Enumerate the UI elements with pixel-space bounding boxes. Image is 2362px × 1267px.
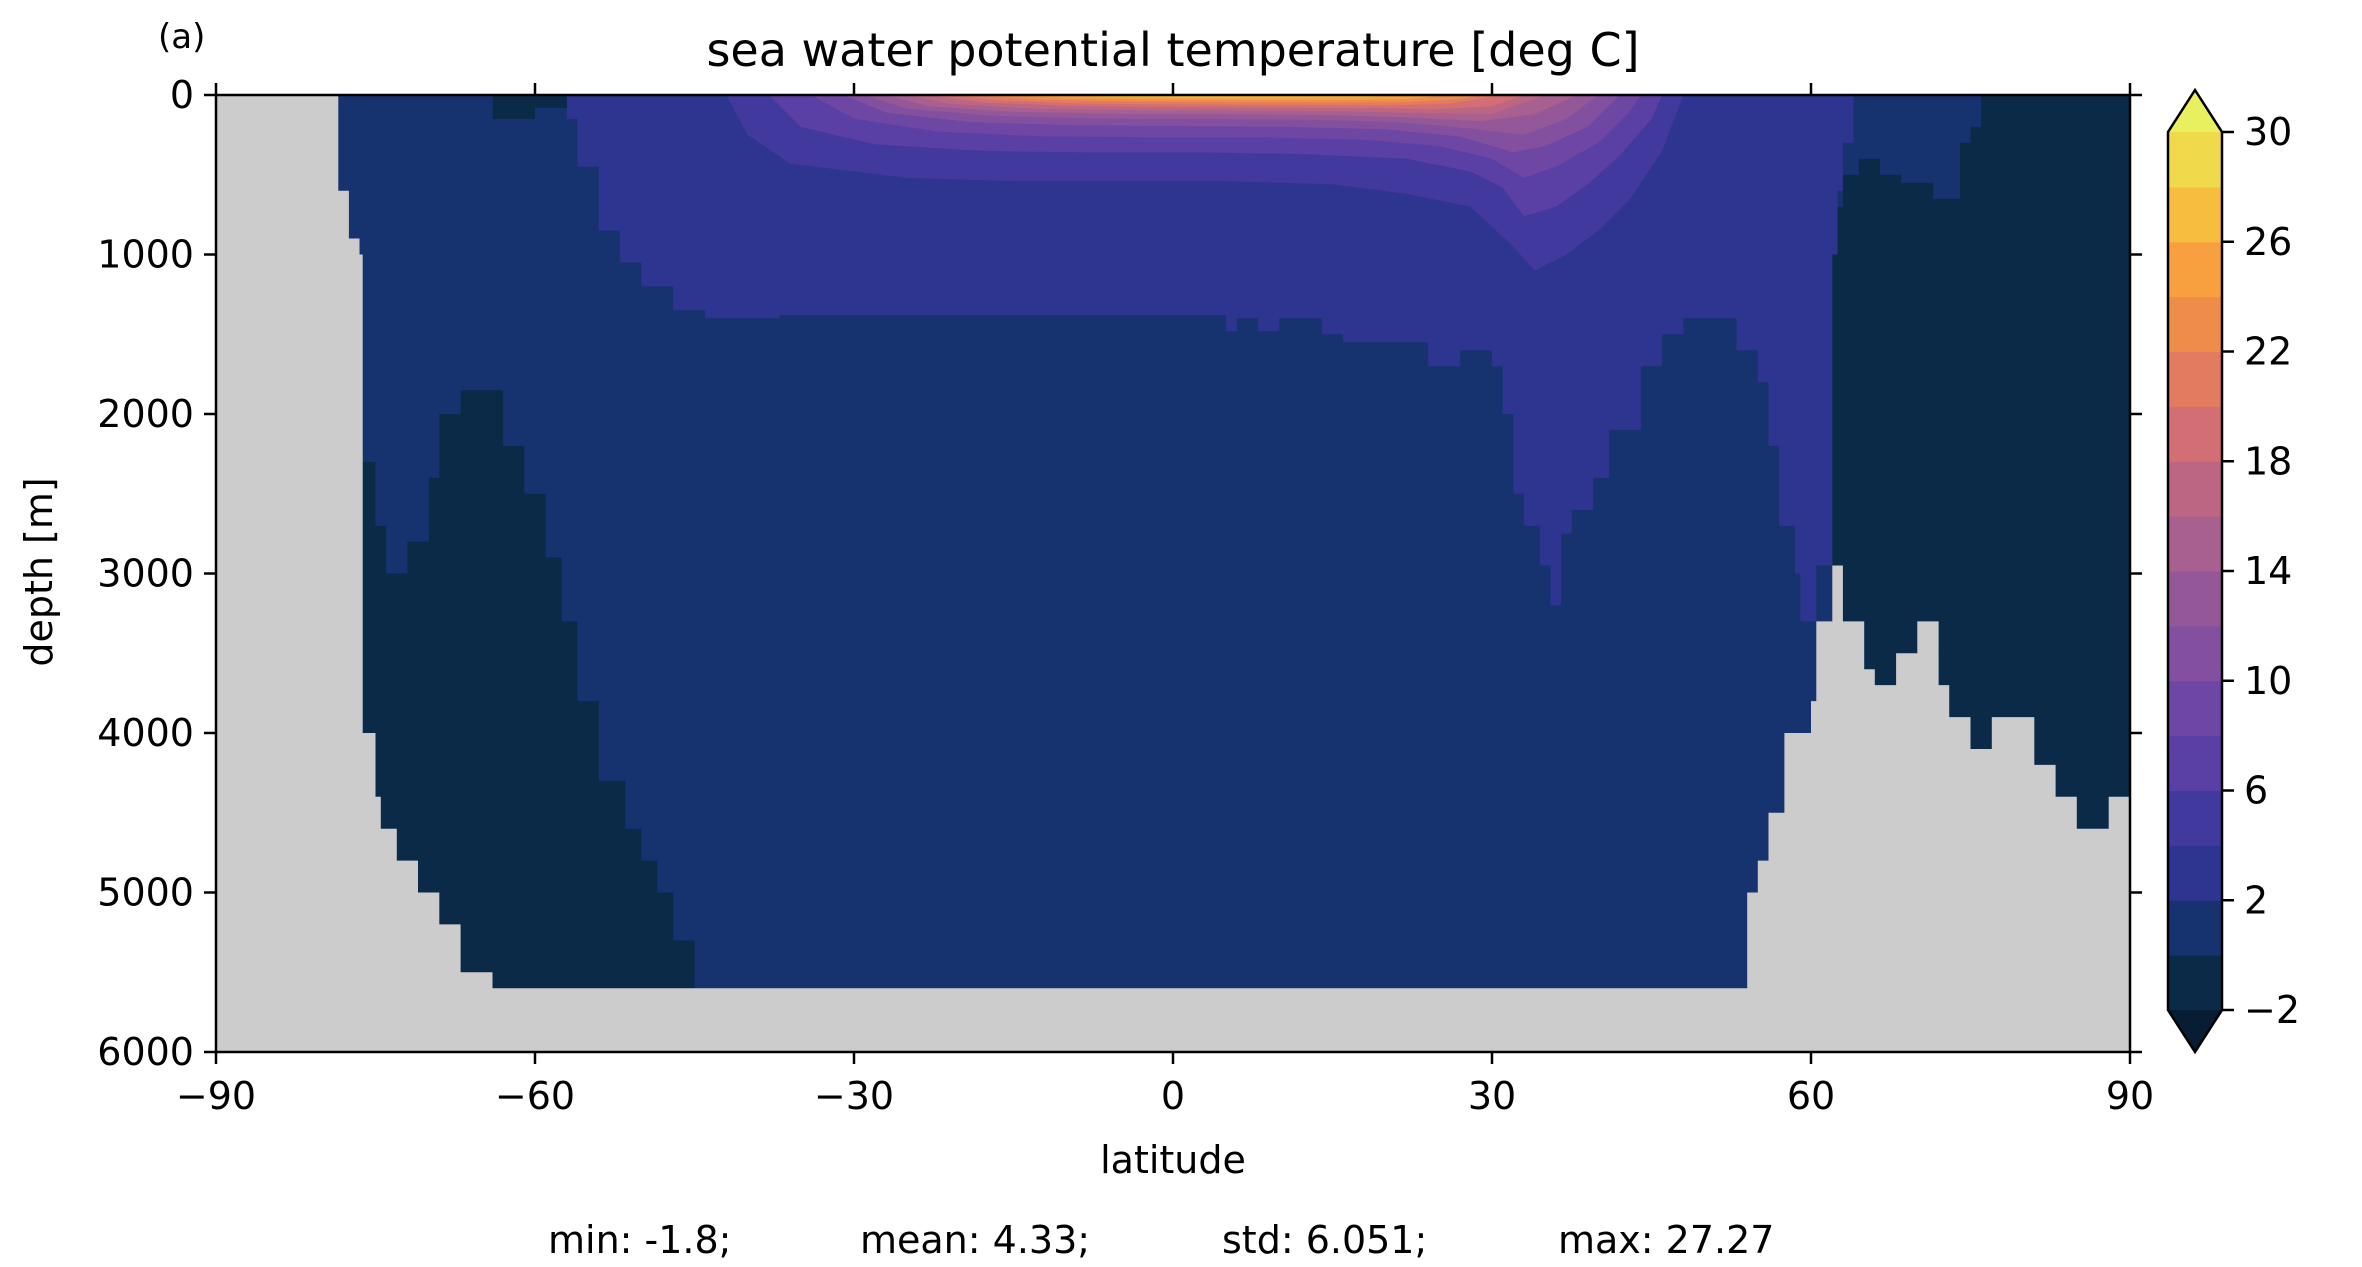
colorbar-extend-min <box>2168 1010 2222 1052</box>
region-antarctic-bottom-water <box>362 254 695 989</box>
x-tick-label: −60 <box>495 1074 575 1118</box>
colorbar-band <box>2168 680 2222 737</box>
colorbar-tick-label: 22 <box>2244 330 2292 374</box>
colorbar-band <box>2168 571 2222 627</box>
axes: −90 −60 −30 0 30 60 90 0 1000 2000 3000 4000 5000 600… <box>97 73 2154 1118</box>
colorbar-band <box>2168 296 2222 352</box>
colorbar-tick-label: 26 <box>2244 220 2292 264</box>
y-axis-label: depth [m] <box>17 477 61 666</box>
panel-label: (a) <box>158 17 205 57</box>
colorbar-band <box>2168 790 2222 846</box>
colorbar-band <box>2168 461 2222 517</box>
region-sea-floor <box>216 95 2130 1052</box>
colorbar-band <box>2168 955 2222 1011</box>
colorbar-band <box>2168 845 2222 901</box>
colorbar-band <box>2168 735 2222 791</box>
colorbar-extend-max <box>2168 90 2222 132</box>
colorbar-tick-label: 14 <box>2244 549 2292 593</box>
colorbar-band <box>2168 900 2222 956</box>
colorbar-band <box>2168 351 2222 407</box>
x-tick-label: −90 <box>176 1074 256 1118</box>
x-tick-label: −30 <box>814 1074 894 1118</box>
y-tick-label: 3000 <box>97 552 194 596</box>
colorbar-band <box>2168 516 2222 572</box>
stat-mean: mean: 4.33; <box>860 1218 1090 1262</box>
stat-min: min: -1.8; <box>548 1218 732 1262</box>
colorbar-band <box>2168 625 2222 682</box>
stat-max: max: 27.27 <box>1558 1218 1774 1262</box>
colorbar-tick-label: 10 <box>2244 659 2292 703</box>
x-tick-label: 30 <box>1468 1074 1516 1118</box>
colorbar-tick-label: 18 <box>2244 439 2292 483</box>
colorbar-tick-label: 6 <box>2244 769 2268 813</box>
colorbar-band <box>2168 406 2222 462</box>
y-tick-label: 5000 <box>97 871 194 915</box>
x-tick-label: 90 <box>2106 1074 2154 1118</box>
y-tick-label: 1000 <box>97 233 194 277</box>
region-southern-surface-cold-water <box>338 95 578 119</box>
chart-title: sea water potential temperature [deg C] <box>706 23 1639 77</box>
colorbar-band <box>2168 186 2222 243</box>
y-tick-label: 0 <box>170 73 194 117</box>
colorbar-band <box>2168 241 2222 298</box>
x-tick-label: 0 <box>1161 1074 1185 1118</box>
colorbar-tick-label: −2 <box>2244 988 2300 1032</box>
x-tick-label: 60 <box>1787 1074 1835 1118</box>
y-tick-label: 4000 <box>97 711 194 755</box>
x-axis-label: latitude <box>1100 1138 1246 1182</box>
colorbar-tick-label: 30 <box>2244 110 2292 154</box>
stat-std: std: 6.051; <box>1222 1218 1427 1262</box>
y-tick-label: 2000 <box>97 392 194 436</box>
colorbar-band <box>2168 132 2222 188</box>
region-arctic-deep-water <box>1832 95 2130 829</box>
y-tick-label: 6000 <box>97 1030 194 1074</box>
colorbar-tick-label: 2 <box>2244 878 2268 922</box>
plot-area <box>216 95 2130 1052</box>
